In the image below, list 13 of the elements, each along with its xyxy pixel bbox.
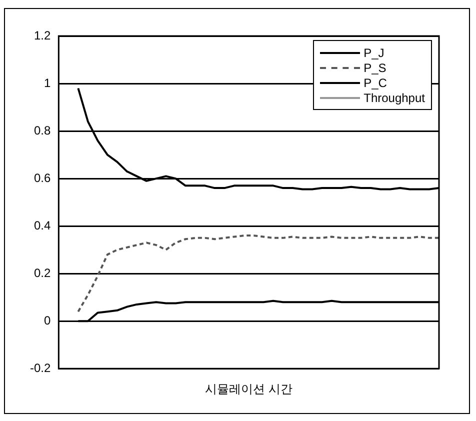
x-axis-title: 시뮬레이션 시간: [204, 382, 293, 396]
legend-label: Throughput: [364, 90, 425, 104]
y-tick-label: -0.2: [30, 360, 51, 375]
y-tick-label: 0.6: [34, 170, 51, 185]
y-tick-label: 0.2: [34, 266, 51, 280]
y-tick-label: 0.4: [34, 218, 51, 232]
y-tick-label: 0: [44, 313, 51, 328]
y-tick-label: 0.8: [34, 123, 51, 138]
legend-label: P_C: [364, 76, 387, 90]
y-tick-label: 1.2: [34, 28, 51, 42]
legend-label: P_J: [364, 46, 384, 60]
legend-label: P_S: [364, 60, 386, 74]
y-tick-label: 1: [44, 76, 51, 90]
